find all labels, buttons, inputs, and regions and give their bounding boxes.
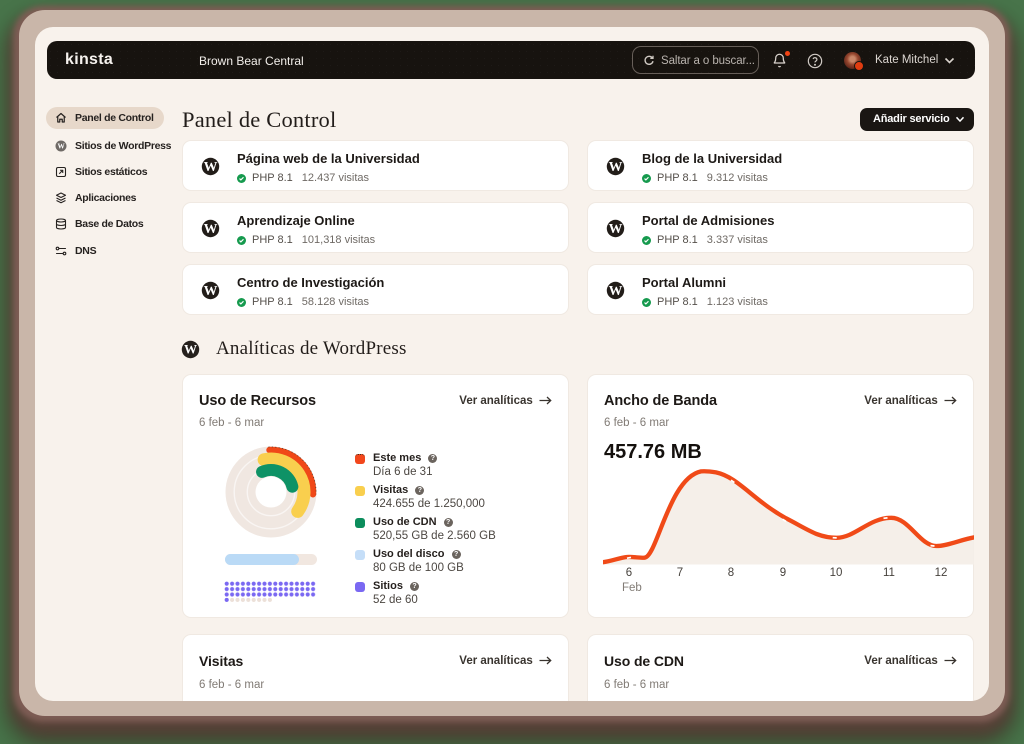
svg-text:W: W <box>609 159 623 174</box>
svg-text:W: W <box>609 221 623 236</box>
svg-text:W: W <box>204 159 218 174</box>
svg-text:W: W <box>204 221 218 236</box>
svg-text:W: W <box>204 283 218 298</box>
svg-text:W: W <box>57 143 65 151</box>
svg-text:W: W <box>609 283 623 298</box>
svg-text:W: W <box>184 341 197 356</box>
